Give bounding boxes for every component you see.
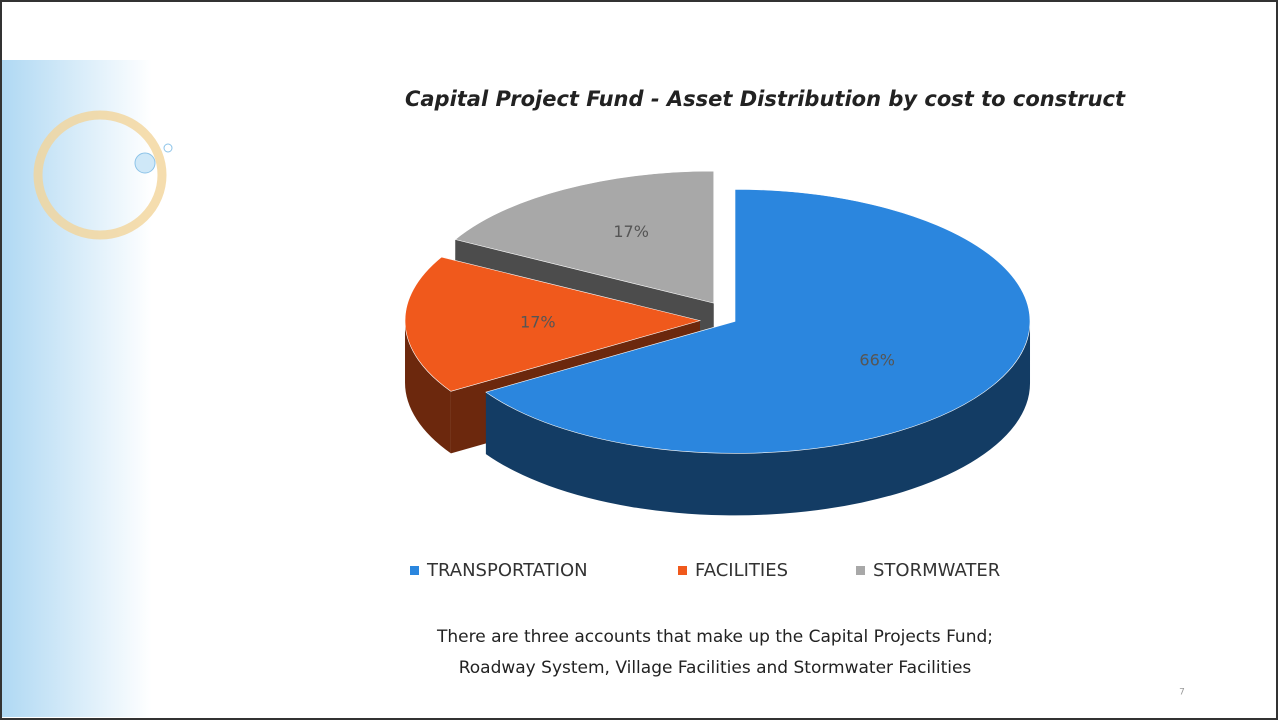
chart-title: Capital Project Fund - Asset Distributio… [405,87,1126,111]
data-label: 17% [613,222,649,241]
bubble-decoration [164,144,172,152]
slide-number: 7 [1179,688,1185,698]
side-decoration [2,60,152,717]
data-label: 17% [520,313,556,332]
caption-line: There are three accounts that make up th… [436,627,993,647]
bubble-decoration [135,153,155,173]
legend-label: FACILITIES [695,560,788,581]
legend-swatch [410,566,419,575]
legend-label: STORMWATER [873,560,1000,581]
legend-swatch [856,566,865,575]
legend-swatch [678,566,687,575]
caption-line: Roadway System, Village Facilities and S… [459,658,972,678]
slide: Capital Project Fund - Asset Distributio… [0,0,1279,721]
data-label: 66% [859,350,895,369]
legend-label: TRANSPORTATION [426,560,588,581]
legend: TRANSPORTATION FACILITIES STORMWATER [410,560,1000,581]
